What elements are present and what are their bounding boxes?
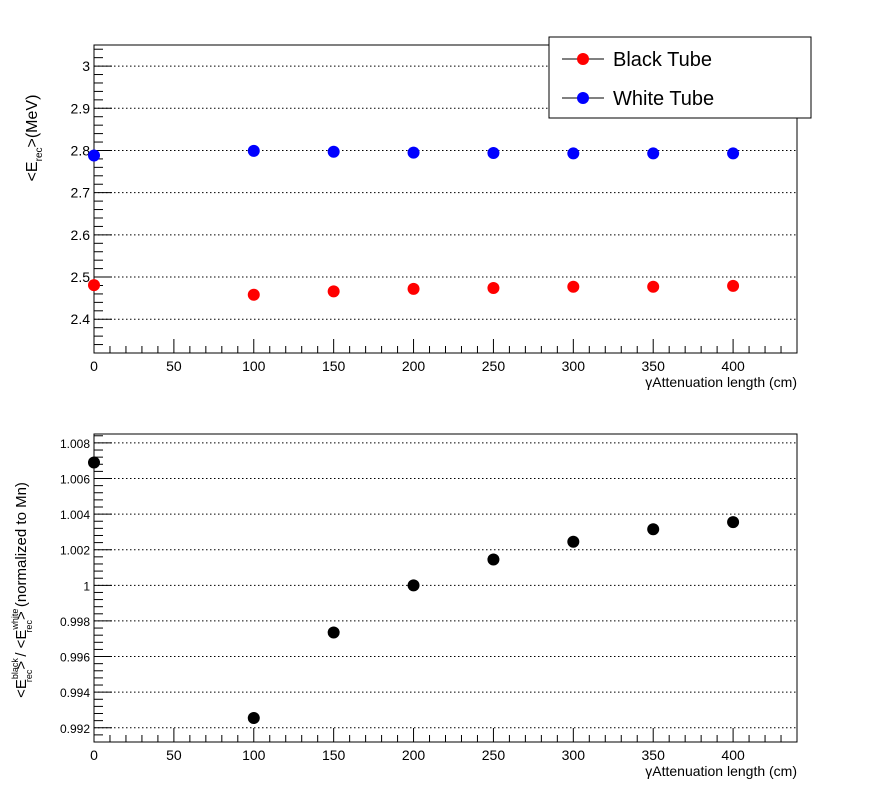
data-point bbox=[567, 280, 580, 293]
y-axis-label-text: > (normalized to Mn) bbox=[13, 482, 30, 620]
data-point bbox=[407, 579, 420, 592]
y-tick-label: 2.6 bbox=[71, 227, 91, 243]
x-tick-label: 100 bbox=[242, 747, 266, 763]
x-axis-label: γAttenuation length (cm) bbox=[645, 374, 797, 390]
data-point bbox=[327, 626, 340, 639]
y-tick-label: 1 bbox=[83, 579, 90, 593]
y-axis-label-sub: rec bbox=[24, 620, 34, 633]
y-tick-label: 3 bbox=[82, 58, 90, 74]
y-tick-label: 2.8 bbox=[71, 142, 91, 158]
data-point bbox=[727, 279, 740, 292]
y-axis-label-text: >(MeV) bbox=[24, 95, 41, 148]
data-point bbox=[88, 149, 100, 162]
y-tick-label: 0.996 bbox=[60, 651, 90, 665]
y-axis-label-text: <E bbox=[13, 679, 30, 698]
data-point bbox=[647, 523, 660, 536]
y-axis-label: <Erec>(MeV) bbox=[24, 95, 45, 182]
x-tick-label: 0 bbox=[90, 747, 98, 763]
y-axis-label-sup: black bbox=[10, 658, 20, 680]
y-tick-label: 1.002 bbox=[60, 544, 90, 558]
x-tick-label: 100 bbox=[242, 358, 266, 374]
legend-label: Black Tube bbox=[613, 49, 712, 71]
x-axis-label: γAttenuation length (cm) bbox=[645, 763, 797, 779]
x-tick-label: 250 bbox=[482, 358, 506, 374]
x-tick-label: 350 bbox=[642, 358, 666, 374]
bottom-chart: 0 50 100 150 200 250 300 350 400 0.992 0.994 0.996 0… bbox=[10, 433, 798, 779]
x-tick-label: 400 bbox=[721, 358, 745, 374]
data-point bbox=[407, 146, 420, 159]
data-point bbox=[327, 145, 340, 158]
x-tick-label: 200 bbox=[402, 747, 426, 763]
plot-frame bbox=[93, 433, 798, 743]
legend: Black Tube White Tube bbox=[548, 36, 812, 119]
y-axis-label-sub: rec bbox=[24, 669, 34, 682]
y-axis-label-sup: white bbox=[10, 609, 20, 631]
data-point bbox=[247, 288, 260, 301]
data-point bbox=[487, 553, 500, 566]
x-tick-label: 200 bbox=[402, 358, 426, 374]
data-point bbox=[88, 456, 100, 469]
legend-marker bbox=[577, 53, 589, 65]
top-chart: 0 50 100 150 200 250 300 350 400 2.4 2.5 2.6 2.7 2.8 2… bbox=[24, 36, 812, 390]
x-tick-label: 150 bbox=[322, 747, 346, 763]
y-tick-label: 1.008 bbox=[60, 437, 90, 451]
data-point bbox=[727, 147, 740, 160]
data-point bbox=[567, 147, 580, 160]
data-point bbox=[88, 279, 100, 292]
y-axis-label-text: > / <E bbox=[13, 630, 30, 670]
legend-label: White Tube bbox=[613, 88, 714, 110]
x-tick-label: 300 bbox=[562, 358, 586, 374]
y-tick-label: 2.4 bbox=[71, 311, 91, 327]
x-tick-label: 150 bbox=[322, 358, 346, 374]
data-point bbox=[247, 711, 260, 724]
y-tick-label: 0.992 bbox=[60, 722, 90, 736]
data-point bbox=[647, 280, 660, 293]
x-tick-label: 350 bbox=[642, 747, 666, 763]
data-point bbox=[327, 285, 340, 298]
x-tick-label: 300 bbox=[562, 747, 586, 763]
y-axis-label-text: <E bbox=[24, 161, 41, 181]
y-axis-label: <Eblack rec> / <Ewhite rec> (normalized to… bbox=[10, 482, 34, 698]
x-tick-label: 400 bbox=[721, 747, 745, 763]
y-tick-label: 2.9 bbox=[71, 100, 91, 116]
x-tick-label: 250 bbox=[482, 747, 506, 763]
legend-box bbox=[548, 36, 812, 119]
y-tick-label: 1.006 bbox=[60, 473, 90, 487]
y-tick-label: 2.7 bbox=[71, 185, 91, 201]
data-point bbox=[727, 516, 740, 529]
x-tick-label: 0 bbox=[90, 358, 98, 374]
data-point bbox=[487, 147, 500, 160]
legend-marker bbox=[577, 92, 589, 104]
data-point bbox=[567, 535, 580, 548]
x-tick-label: 50 bbox=[166, 358, 182, 374]
data-point bbox=[407, 282, 420, 295]
y-tick-label: 2.5 bbox=[71, 269, 91, 285]
data-point bbox=[247, 144, 260, 157]
y-axis-label-sub: rec bbox=[34, 147, 45, 161]
data-point bbox=[487, 282, 500, 295]
x-tick-label: 50 bbox=[166, 747, 182, 763]
y-tick-label: 0.998 bbox=[60, 615, 90, 629]
data-point bbox=[647, 147, 660, 160]
y-tick-label: 1.004 bbox=[60, 508, 90, 522]
y-tick-label: 0.994 bbox=[60, 686, 90, 700]
